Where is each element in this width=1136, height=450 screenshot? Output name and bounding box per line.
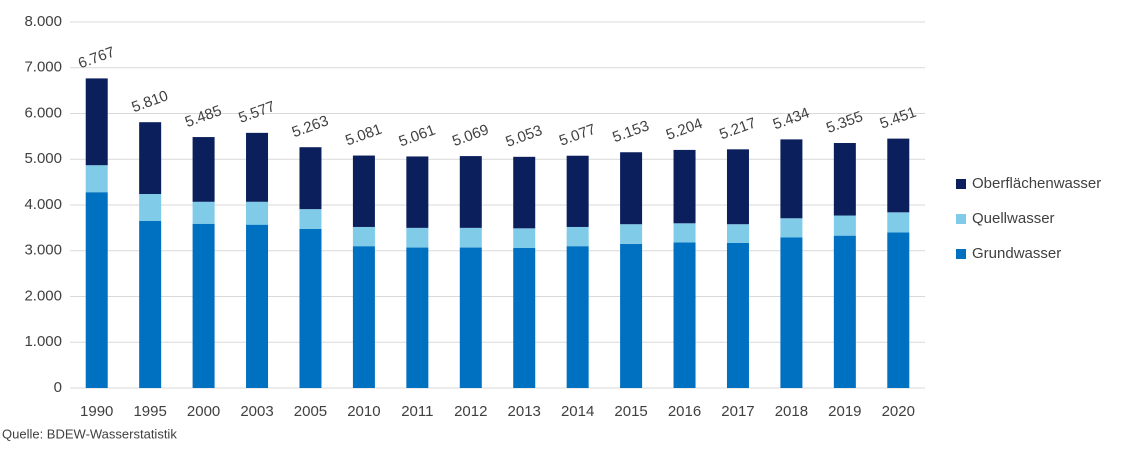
bar-segment	[566, 246, 589, 388]
total-label: 5.204	[664, 115, 705, 144]
bar-segment	[833, 143, 856, 216]
x-tick-label: 1995	[133, 403, 166, 420]
bar-segment	[726, 242, 749, 388]
x-tick-label: 2020	[882, 403, 915, 420]
bar-segment	[780, 218, 803, 238]
total-label: 5.434	[771, 104, 812, 133]
total-label: 5.485	[183, 102, 224, 131]
bar-segment	[85, 165, 108, 193]
y-tick-label: 0	[54, 379, 62, 396]
bar-segment	[299, 228, 322, 388]
y-tick-label: 3.000	[24, 242, 62, 259]
total-label: 5.451	[878, 104, 919, 133]
total-label: 5.077	[557, 121, 598, 150]
legend-label: Oberflächenwasser	[972, 175, 1101, 192]
bar-segment	[459, 227, 482, 248]
y-tick-label: 4.000	[24, 196, 62, 213]
bar-segment	[192, 201, 215, 224]
bar-segment	[246, 132, 269, 202]
total-label: 5.217	[717, 114, 758, 143]
bar-segment	[459, 247, 482, 388]
bar-segment	[780, 139, 803, 219]
x-tick-label: 1990	[80, 403, 113, 420]
x-tick-label: 2000	[187, 403, 220, 420]
legend-swatch	[956, 179, 966, 189]
y-tick-label: 1.000	[24, 333, 62, 350]
bar-segment	[299, 147, 322, 210]
legend-swatch	[956, 214, 966, 224]
total-label: 5.153	[610, 117, 651, 146]
bar-segment	[673, 242, 696, 388]
bar-segment	[620, 224, 643, 244]
bar-segment	[887, 232, 910, 388]
x-tick-label: 2011	[401, 403, 433, 420]
y-tick-label: 2.000	[24, 287, 62, 304]
total-label: 5.053	[503, 122, 544, 151]
bar-segment	[726, 224, 749, 243]
bar-segment	[352, 155, 375, 227]
x-tick-label: 2005	[294, 403, 327, 420]
bar-segment	[459, 156, 482, 228]
total-label: 5.355	[824, 108, 865, 137]
bar-segment	[246, 201, 269, 225]
x-tick-label: 2010	[347, 403, 380, 420]
bar-segment	[406, 247, 429, 388]
bar-segment	[192, 223, 215, 388]
bar-segment	[566, 226, 589, 247]
x-tick-label: 2018	[775, 403, 808, 420]
y-tick-label: 7.000	[24, 59, 62, 76]
bar-segment	[887, 138, 910, 213]
bar-segment	[299, 209, 322, 229]
bar-segment	[887, 212, 910, 233]
bar-segment	[513, 228, 536, 249]
bar-segment	[780, 237, 803, 388]
bar-segment	[566, 155, 589, 227]
total-label: 5.081	[343, 121, 384, 150]
bar-segment	[620, 152, 643, 225]
bar-segment	[673, 149, 696, 224]
bar-segment	[85, 78, 108, 166]
bar-segment	[513, 156, 536, 229]
x-tick-label: 2013	[508, 403, 541, 420]
bar-segment	[352, 226, 375, 247]
bar-segment	[139, 194, 162, 222]
x-tick-label: 2003	[240, 403, 273, 420]
bar-segment	[139, 122, 162, 195]
y-tick-label: 5.000	[24, 150, 62, 167]
bar-segment	[85, 192, 108, 388]
y-tick-label: 8.000	[24, 13, 62, 30]
bar-segment	[192, 137, 215, 202]
bar-segment	[352, 246, 375, 388]
total-label: 5.263	[290, 112, 331, 141]
bar-segment	[246, 224, 269, 388]
total-label: 5.069	[450, 121, 491, 150]
x-tick-label: 2019	[828, 403, 861, 420]
bar-segment	[620, 243, 643, 388]
x-tick-label: 2012	[454, 403, 487, 420]
total-label: 5.061	[397, 122, 438, 151]
bar-segment	[513, 248, 536, 388]
bar-segment	[406, 227, 429, 248]
y-tick-label: 6.000	[24, 104, 62, 121]
total-label: 5.810	[129, 87, 170, 116]
bar-segment	[406, 156, 429, 228]
bar-segment	[833, 215, 856, 236]
legend-swatch	[956, 249, 966, 259]
bar-segment	[139, 221, 162, 388]
x-tick-label: 2016	[668, 403, 701, 420]
x-tick-label: 2015	[614, 403, 647, 420]
bar-segment	[673, 223, 696, 243]
legend-label: Quellwasser	[972, 210, 1055, 227]
total-label: 5.577	[236, 98, 277, 127]
bar-segment	[726, 149, 749, 225]
x-tick-label: 2017	[721, 403, 754, 420]
source-note: Quelle: BDEW-Wasserstatistik	[2, 426, 177, 441]
legend-label: Grundwasser	[972, 245, 1061, 262]
x-tick-label: 2014	[561, 403, 594, 420]
bar-segment	[833, 235, 856, 388]
